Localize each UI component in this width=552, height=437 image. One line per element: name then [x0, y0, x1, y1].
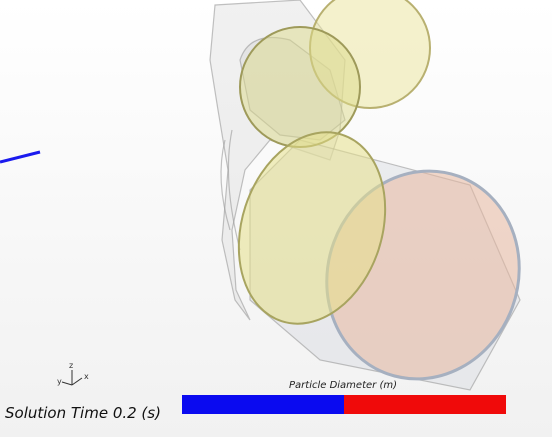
disk — [240, 27, 360, 147]
solution-time: Solution Time 0.2 (s) — [5, 404, 161, 422]
triad-label: z — [69, 361, 73, 370]
colorbar-segment — [344, 395, 506, 414]
scene: y z x Particle Diameter (m) Solution Tim… — [0, 0, 552, 437]
triad-label: y — [57, 377, 62, 386]
triad-label: x — [84, 372, 89, 381]
colorbar-segment — [182, 395, 344, 414]
colorbar-title: Particle Diameter (m) — [289, 380, 397, 391]
